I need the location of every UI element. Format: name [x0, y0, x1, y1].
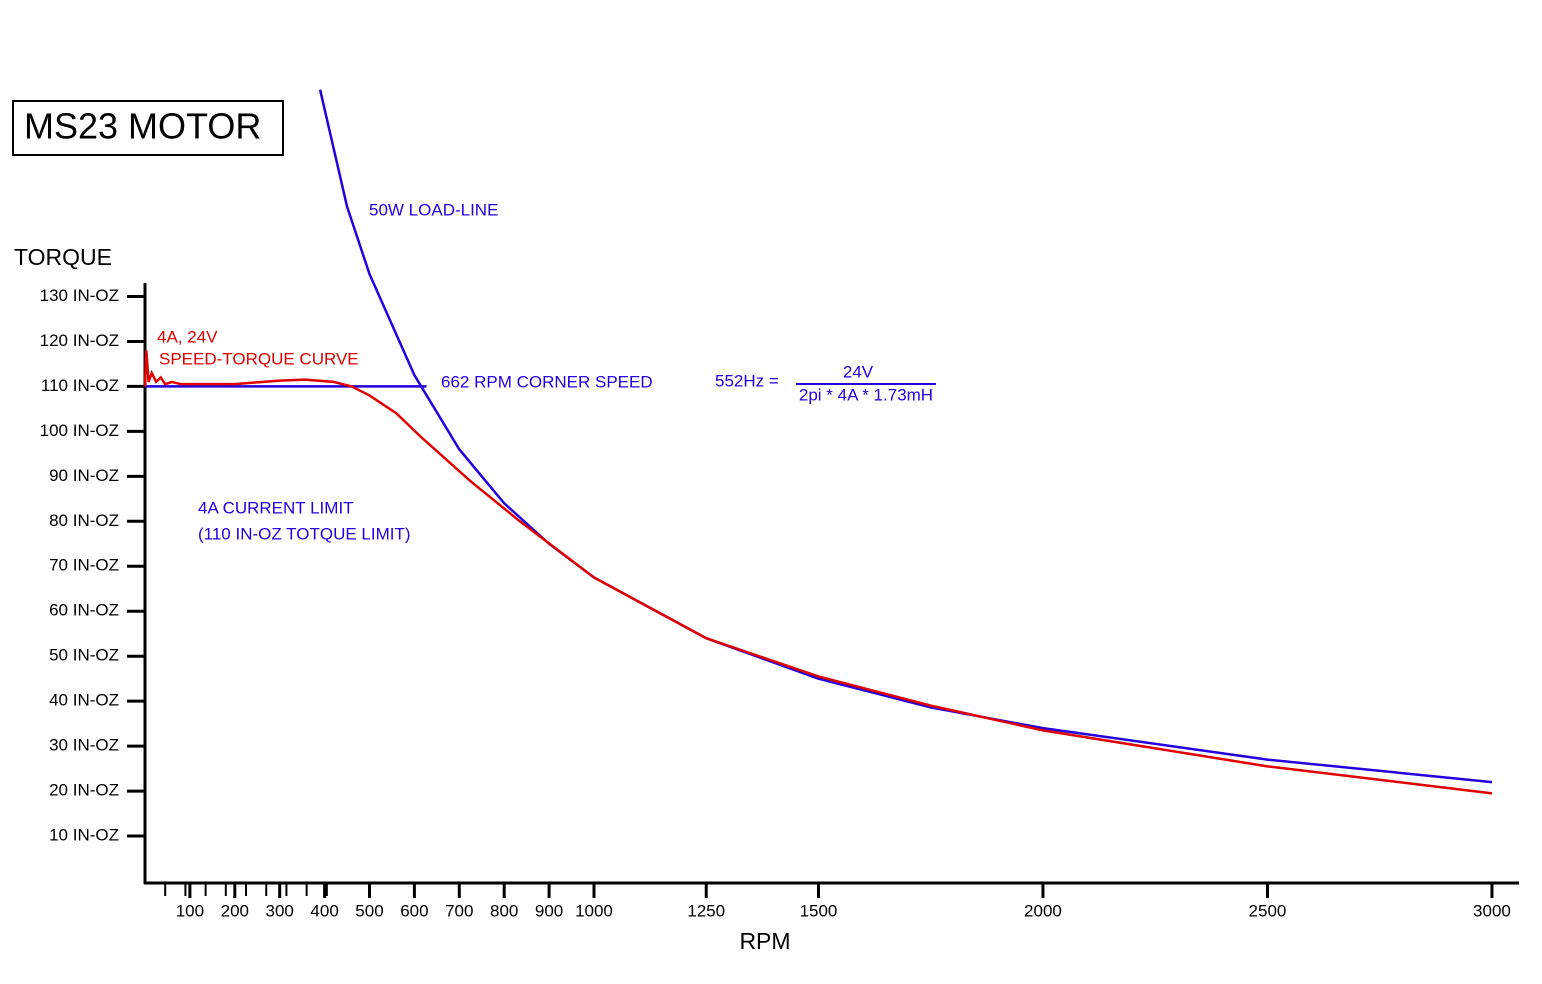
annotation: 50W LOAD-LINE [369, 200, 498, 219]
annotation: 552Hz = [715, 371, 779, 390]
y-tick-label: 40 IN-OZ [49, 691, 119, 710]
y-tick-label: 120 IN-OZ [40, 331, 119, 350]
x-tick-label: 700 [445, 901, 473, 920]
x-tick-label: 400 [310, 901, 338, 920]
y-tick-label: 100 IN-OZ [40, 421, 119, 440]
x-axis-label: RPM [739, 928, 790, 954]
annotation: SPEED-TORQUE CURVE [159, 349, 359, 368]
y-axis-label: TORQUE [14, 244, 112, 270]
annotation: (110 IN-OZ TOTQUE LIMIT) [198, 524, 411, 543]
x-tick-label: 3000 [1473, 901, 1511, 920]
x-tick-label: 200 [221, 901, 249, 920]
series-line [143, 350, 1493, 795]
annotation: 2pi * 4A * 1.73mH [799, 385, 933, 404]
annotation: 24V [843, 362, 874, 381]
y-tick-label: 70 IN-OZ [49, 556, 119, 575]
y-tick-label: 130 IN-OZ [40, 286, 119, 305]
y-tick-label: 110 IN-OZ [41, 376, 119, 395]
y-tick-label: 90 IN-OZ [49, 466, 119, 485]
annotation: 662 RPM CORNER SPEED [441, 372, 653, 391]
x-tick-label: 1250 [687, 901, 725, 920]
x-tick-label: 800 [490, 901, 518, 920]
y-tick-label: 60 IN-OZ [49, 601, 119, 620]
x-tick-label: 600 [400, 901, 428, 920]
x-tick-label: 2000 [1024, 901, 1062, 920]
y-tick-label: 10 IN-OZ [49, 826, 119, 845]
annotation: 4A CURRENT LIMIT [198, 498, 354, 517]
title-box [12, 100, 284, 156]
y-tick-label: 20 IN-OZ [49, 781, 119, 800]
x-tick-label: 1000 [575, 901, 613, 920]
x-tick-label: 100 [176, 901, 204, 920]
series-line [318, 89, 1493, 784]
x-tick-label: 300 [266, 901, 294, 920]
y-tick-label: 50 IN-OZ [49, 646, 119, 665]
x-tick-label: 500 [355, 901, 383, 920]
x-tick-label: 1500 [800, 901, 838, 920]
annotation: 4A, 24V [157, 327, 218, 346]
y-tick-label: 30 IN-OZ [49, 736, 119, 755]
x-tick-label: 2500 [1249, 901, 1287, 920]
chart-title: MS23 MOTOR [24, 106, 261, 147]
y-tick-label: 80 IN-OZ [49, 511, 119, 530]
x-tick-label: 900 [535, 901, 563, 920]
